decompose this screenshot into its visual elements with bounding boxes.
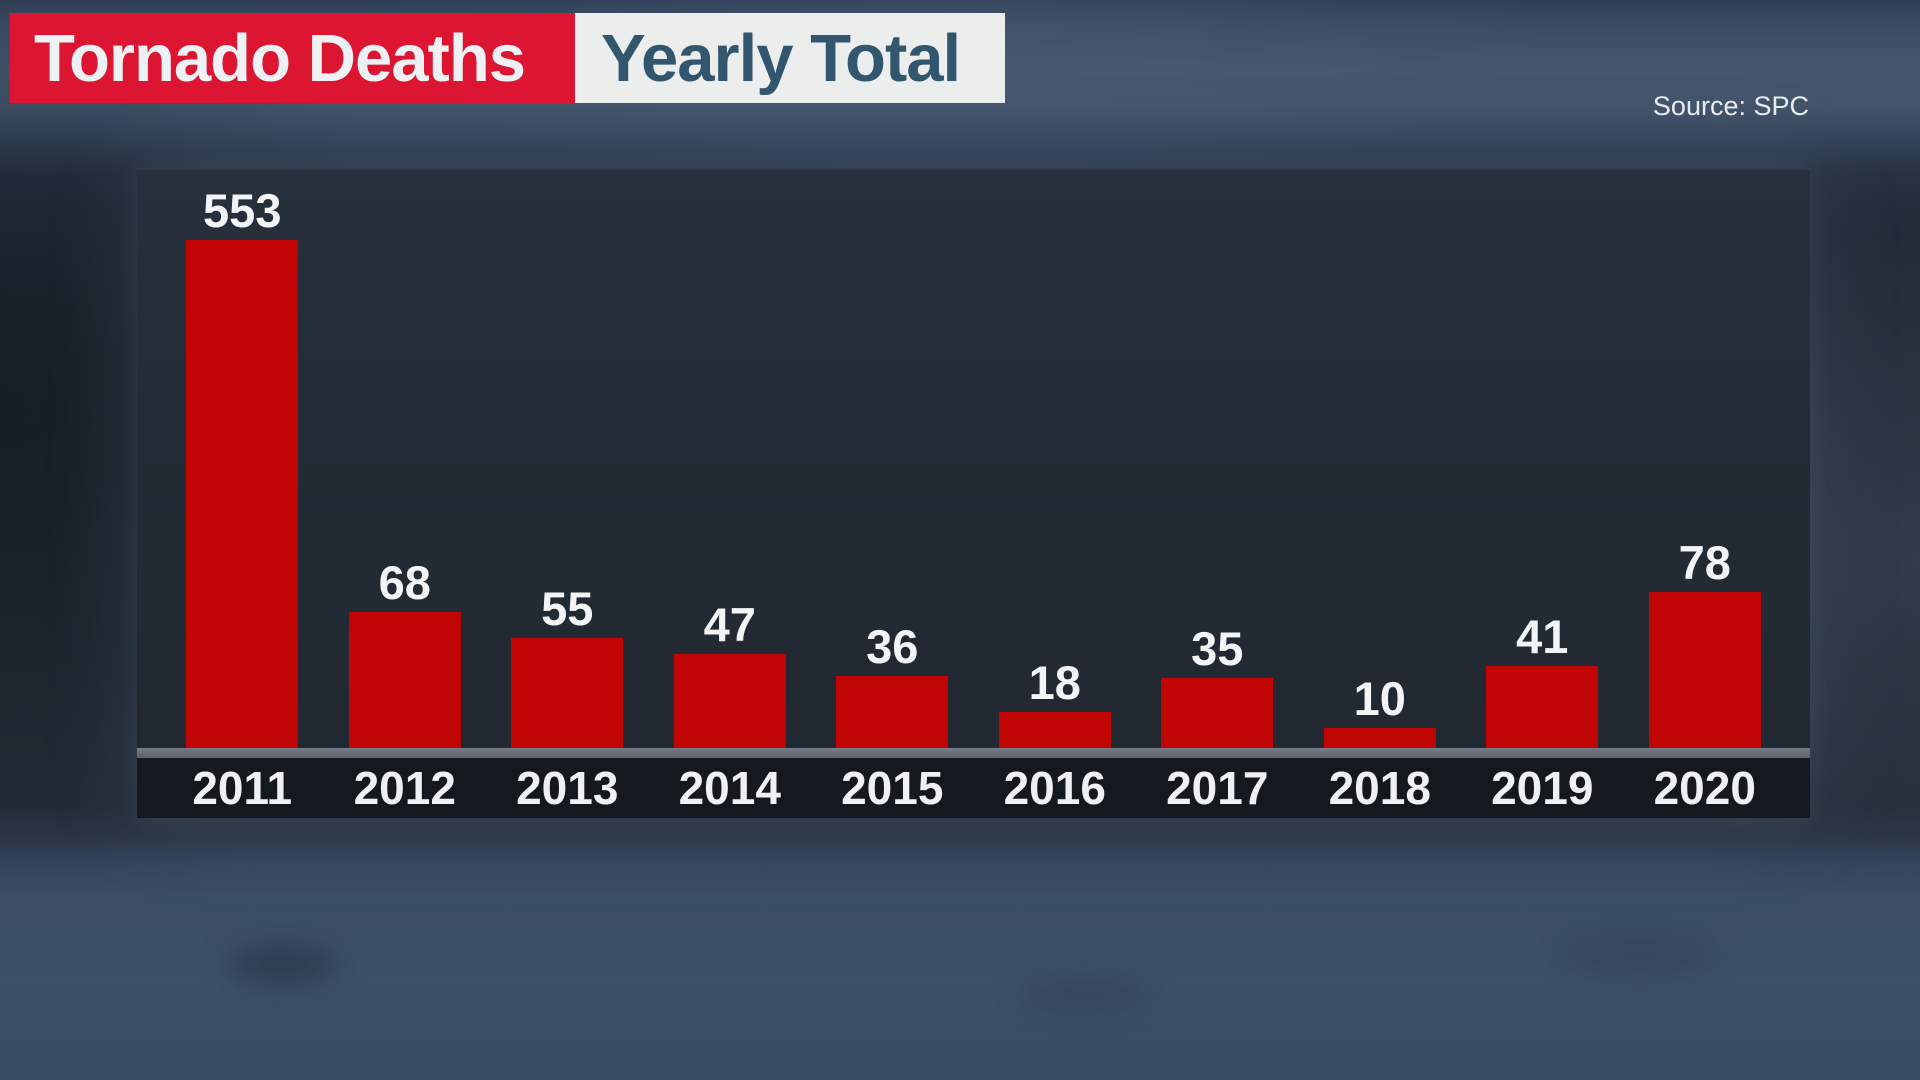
bar-2016: 18 <box>998 659 1111 748</box>
year-label-2017: 2017 <box>1166 762 1269 814</box>
bar-value-label-2015: 36 <box>866 620 919 673</box>
x-axis-label-band: 2011 2012 2013 2014 2015 2016 2017 2018 2019 2020 <box>137 758 1810 818</box>
plot-area: 553 68 55 47 36 18 35 10 41 78 <box>137 168 1810 748</box>
x-axis-line <box>137 748 1810 758</box>
year-slot-2013: 2013 <box>486 758 649 818</box>
bar-value-label-2011: 553 <box>203 184 282 237</box>
bar-2014: 47 <box>673 601 786 748</box>
year-label-2020: 2020 <box>1653 762 1756 814</box>
bar-value-label-2020: 78 <box>1678 536 1731 589</box>
year-slot-2019: 2019 <box>1461 758 1624 818</box>
bar-slot-2011: 553 <box>161 187 324 748</box>
year-label-2016: 2016 <box>1003 762 1106 814</box>
year-slot-2020: 2020 <box>1624 758 1787 818</box>
bar-2015: 36 <box>836 623 949 748</box>
background-smudge <box>1555 930 1720 982</box>
bar-2019: 41 <box>1486 613 1599 748</box>
bar-slot-2015: 36 <box>811 623 974 748</box>
title-secondary: Yearly Total <box>575 13 1005 103</box>
year-slot-2018: 2018 <box>1299 758 1462 818</box>
year-label-2011: 2011 <box>192 762 293 814</box>
year-slot-2014: 2014 <box>649 758 812 818</box>
year-slot-2016: 2016 <box>974 758 1137 818</box>
year-label-2012: 2012 <box>353 762 456 814</box>
bar-value-label-2013: 55 <box>541 582 594 635</box>
source-attribution: Source: SPC <box>1652 91 1809 121</box>
bar-value-label-2012: 68 <box>378 556 431 609</box>
background-smudge <box>1015 975 1155 1011</box>
bar-slot-2019: 41 <box>1461 613 1624 748</box>
bar-2012: 68 <box>348 559 461 748</box>
bar-value-label-2019: 41 <box>1516 610 1569 663</box>
bar-2020: 78 <box>1648 539 1761 748</box>
bar-2017: 35 <box>1161 625 1274 748</box>
year-label-2019: 2019 <box>1491 762 1594 814</box>
bar-value-label-2017: 35 <box>1191 622 1244 675</box>
bar-slot-2014: 47 <box>649 601 812 748</box>
title-banner: Tornado Deaths Yearly Total <box>10 13 1005 103</box>
bar-value-label-2016: 18 <box>1028 656 1081 709</box>
bar-slot-2018: 10 <box>1299 675 1462 748</box>
bar-value-label-2014: 47 <box>703 598 756 651</box>
bar-slot-2013: 55 <box>486 585 649 748</box>
bar-slot-2016: 18 <box>974 659 1137 748</box>
year-label-2018: 2018 <box>1328 762 1431 814</box>
year-label-2013: 2013 <box>516 762 619 814</box>
year-label-2014: 2014 <box>678 762 781 814</box>
bar-slot-2012: 68 <box>324 559 487 748</box>
year-slot-2017: 2017 <box>1136 758 1299 818</box>
chart-panel: 553 68 55 47 36 18 35 10 41 78 2011 2012 2013 2014 20… <box>137 168 1810 818</box>
year-slot-2015: 2015 <box>811 758 974 818</box>
year-slot-2012: 2012 <box>324 758 487 818</box>
bar-slot-2020: 78 <box>1624 539 1787 748</box>
bar-2018: 10 <box>1323 675 1436 748</box>
bar-2013: 55 <box>511 585 624 748</box>
bar-slot-2017: 35 <box>1136 625 1299 748</box>
year-label-2015: 2015 <box>841 762 944 814</box>
year-slot-2011: 2011 <box>161 758 324 818</box>
bar-value-label-2018: 10 <box>1353 672 1406 725</box>
background-smudge <box>225 945 340 985</box>
title-primary: Tornado Deaths <box>10 13 575 103</box>
bar-2011: 553 <box>186 187 299 748</box>
